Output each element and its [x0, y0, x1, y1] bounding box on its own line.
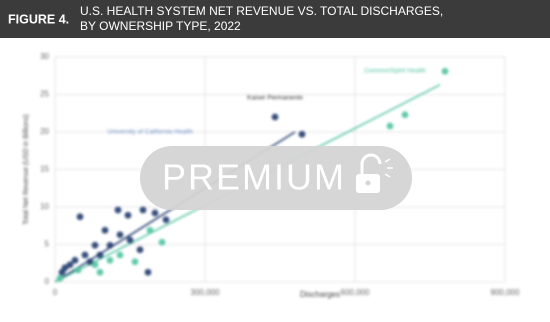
- y-tick-label: 0: [45, 277, 50, 286]
- premium-badge[interactable]: PREMIUM: [140, 146, 412, 210]
- data-point: [96, 251, 104, 259]
- y-tick-label: 30: [40, 52, 49, 61]
- data-point: [126, 236, 134, 244]
- data-point: [131, 258, 139, 266]
- x-tick-label: 600,000: [341, 288, 370, 297]
- data-point: [139, 206, 147, 214]
- y-tick-label: 5: [45, 240, 50, 249]
- y-tick-label: 15: [40, 165, 49, 174]
- data-point: [151, 209, 159, 217]
- data-point: [91, 261, 99, 269]
- badge-label: PREMIUM: [162, 157, 346, 198]
- figure-label: FIGURE 4.: [8, 12, 69, 26]
- data-point: [271, 113, 279, 121]
- data-point: [96, 268, 104, 276]
- data-point: [116, 231, 124, 239]
- data-point: [106, 256, 114, 264]
- header-bar: [0, 0, 550, 38]
- data-point: [86, 258, 94, 266]
- badge-background: [140, 146, 412, 210]
- y-tick-label: 20: [40, 127, 49, 136]
- chart-title: BY OWNERSHIP TYPE, 2022: [80, 19, 241, 33]
- x-tick-label: 0: [53, 288, 58, 297]
- data-point: [101, 226, 109, 234]
- data-point: [158, 238, 166, 246]
- y-axis-label: Total Net Revenue (USD in Billions): [23, 114, 30, 225]
- data-point: [401, 111, 409, 119]
- data-point: [91, 241, 99, 249]
- x-tick-label: 900,000: [491, 288, 520, 297]
- data-point: [298, 130, 306, 138]
- data-point: [81, 251, 89, 259]
- plot-area: 0 5 10 15 20 25 30 0 300,000 600,000 900,000 Discha…: [23, 52, 520, 299]
- data-point: [144, 268, 152, 276]
- annotation: CommonSpirit Health: [364, 68, 426, 75]
- data-point: [71, 256, 79, 264]
- lock-icon: [356, 153, 393, 193]
- y-tick-label: 25: [40, 90, 49, 99]
- data-point: [386, 122, 394, 130]
- data-point: [76, 213, 84, 221]
- data-point: [66, 261, 74, 269]
- data-point: [116, 251, 124, 259]
- data-point: [61, 264, 69, 272]
- data-point: [114, 206, 122, 214]
- x-axis-label: Discharges: [300, 290, 340, 299]
- chart-title: U.S. HEALTH SYSTEM NET REVENUE VS. TOTAL…: [80, 4, 443, 18]
- annotation: University of California Health: [107, 129, 193, 136]
- data-point: [146, 226, 154, 234]
- data-point: [106, 241, 114, 249]
- x-tick-label: 300,000: [191, 288, 220, 297]
- data-point: [136, 246, 144, 254]
- data-point: [124, 211, 132, 219]
- data-point: [74, 266, 82, 274]
- data-point: [162, 216, 170, 224]
- data-point: [441, 67, 449, 75]
- annotation: Kaiser Permanente: [247, 95, 303, 102]
- data-point: [56, 274, 64, 282]
- y-tick-label: 10: [40, 202, 49, 211]
